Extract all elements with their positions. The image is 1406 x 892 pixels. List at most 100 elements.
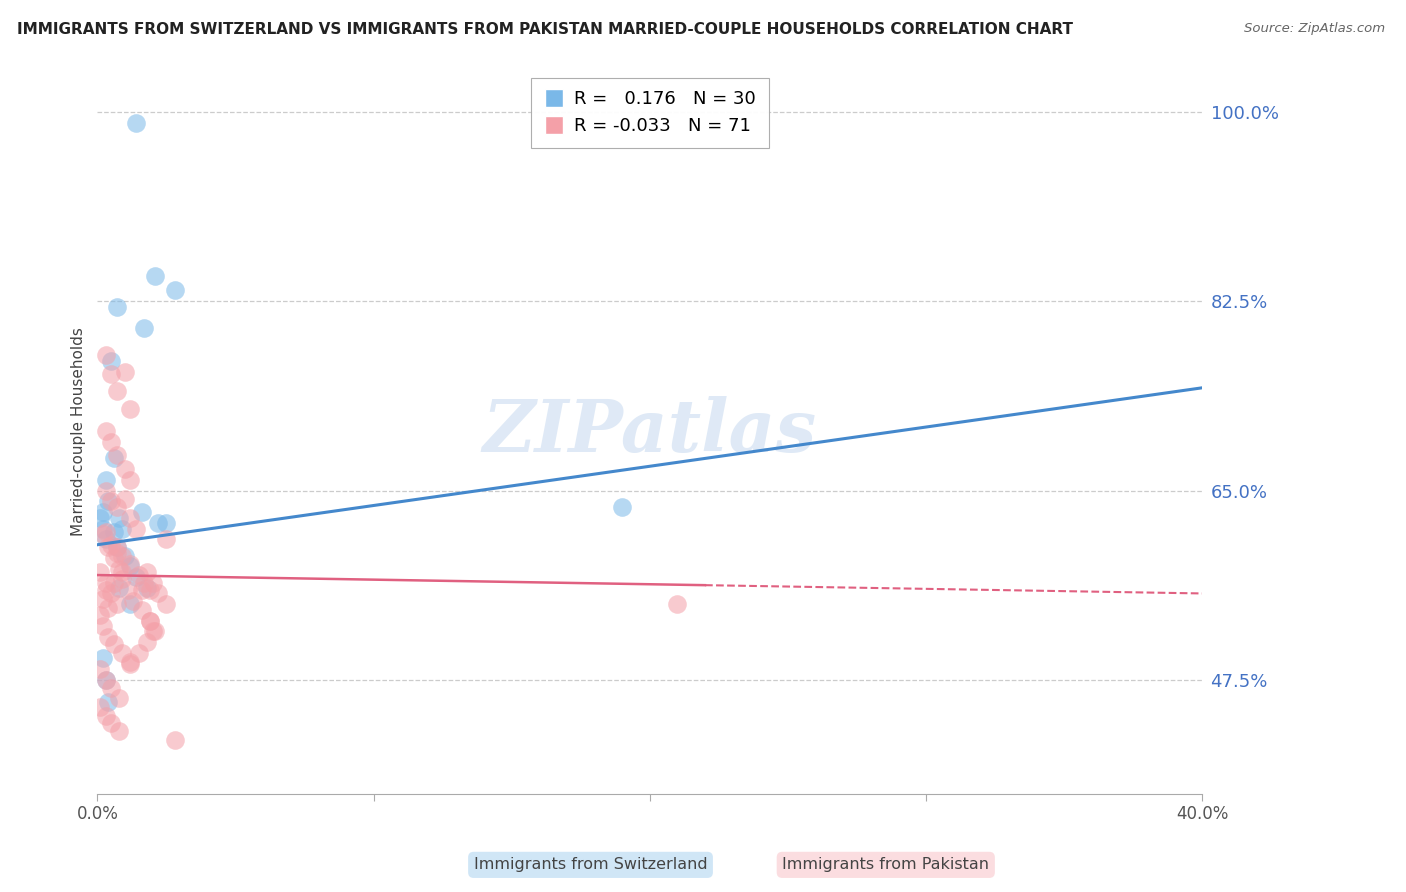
Point — [89, 662, 111, 676]
Point — [146, 516, 169, 530]
Point — [163, 732, 186, 747]
Point — [139, 583, 162, 598]
Point — [105, 540, 128, 554]
Point — [103, 637, 125, 651]
Legend: R =   0.176   N = 30, R = -0.033   N = 71: R = 0.176 N = 30, R = -0.033 N = 71 — [531, 78, 769, 148]
Point — [163, 284, 186, 298]
Text: ZIPatlas: ZIPatlas — [482, 395, 817, 467]
Point — [105, 546, 128, 560]
Point — [94, 673, 117, 687]
Point — [139, 614, 162, 628]
Point — [89, 565, 111, 579]
Point — [97, 600, 120, 615]
Point — [103, 575, 125, 590]
Point — [134, 575, 156, 590]
Point — [91, 591, 114, 606]
Point — [111, 565, 134, 579]
Point — [134, 321, 156, 335]
Point — [128, 646, 150, 660]
Point — [100, 538, 122, 552]
Point — [103, 550, 125, 565]
Point — [142, 575, 165, 590]
Point — [100, 681, 122, 695]
Point — [100, 367, 122, 381]
Point — [128, 568, 150, 582]
Point — [108, 691, 131, 706]
Point — [120, 655, 142, 669]
Point — [114, 462, 136, 476]
Text: Source: ZipAtlas.com: Source: ZipAtlas.com — [1244, 22, 1385, 36]
Point — [108, 581, 131, 595]
Point — [114, 365, 136, 379]
Point — [155, 597, 177, 611]
Point — [89, 700, 111, 714]
Point — [114, 549, 136, 563]
Point — [105, 300, 128, 314]
Point — [111, 549, 134, 563]
Point — [143, 269, 166, 284]
Point — [94, 424, 117, 438]
Point — [105, 597, 128, 611]
Point — [114, 492, 136, 507]
Point — [111, 646, 134, 660]
Point — [120, 473, 142, 487]
Text: Immigrants from Pakistan: Immigrants from Pakistan — [782, 857, 990, 872]
Point — [100, 434, 122, 449]
Point — [97, 695, 120, 709]
Point — [155, 533, 177, 547]
Point — [89, 608, 111, 623]
Point — [91, 651, 114, 665]
Point — [143, 624, 166, 639]
Point — [122, 594, 145, 608]
Point — [131, 505, 153, 519]
Point — [142, 624, 165, 639]
Point — [94, 473, 117, 487]
Point — [120, 559, 142, 574]
Point — [97, 540, 120, 554]
Point — [666, 597, 689, 611]
Point — [125, 521, 148, 535]
Point — [91, 527, 114, 541]
Point — [105, 500, 128, 514]
Text: Immigrants from Switzerland: Immigrants from Switzerland — [474, 857, 707, 872]
Point — [120, 510, 142, 524]
Point — [120, 597, 142, 611]
Point — [111, 573, 134, 587]
Point — [120, 657, 142, 671]
Point — [91, 521, 114, 535]
Point — [155, 516, 177, 530]
Point — [136, 581, 159, 595]
Point — [108, 723, 131, 738]
Point — [120, 558, 142, 572]
Point — [146, 586, 169, 600]
Point — [105, 448, 128, 462]
Point — [120, 402, 142, 417]
Point — [100, 586, 122, 600]
Point — [94, 708, 117, 723]
Point — [100, 494, 122, 508]
Y-axis label: Married-couple Households: Married-couple Households — [72, 326, 86, 535]
Point — [103, 524, 125, 539]
Point — [125, 115, 148, 129]
Point — [91, 619, 114, 633]
Point — [100, 716, 122, 731]
Point — [136, 635, 159, 649]
Point — [91, 505, 114, 519]
Point — [94, 483, 117, 498]
Point — [125, 570, 148, 584]
Point — [94, 533, 117, 547]
Point — [94, 583, 117, 598]
Point — [136, 565, 159, 579]
Point — [105, 540, 128, 554]
Point — [97, 494, 120, 508]
Point — [131, 602, 153, 616]
Point — [94, 673, 117, 687]
Point — [111, 521, 134, 535]
Point — [108, 561, 131, 575]
Point — [139, 614, 162, 628]
Point — [94, 348, 117, 362]
Point — [97, 630, 120, 644]
Point — [131, 583, 153, 598]
Point — [100, 353, 122, 368]
Point — [105, 384, 128, 398]
